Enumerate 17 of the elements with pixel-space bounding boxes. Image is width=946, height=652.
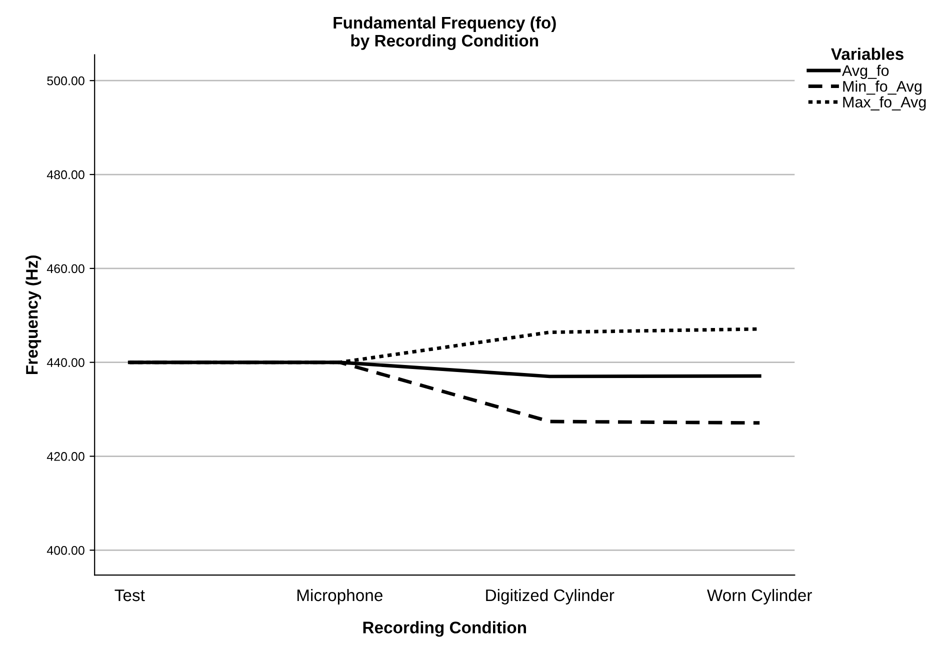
legend-title: Variables [831,48,904,60]
x-tick-label: Digitized Cylinder [486,588,614,604]
y-tick-label: 400.00 [46,546,84,555]
y-axis-title: Frequency (Hz) [26,256,42,374]
legend-label: Avg_fo [842,64,889,80]
x-tick-label: Test [114,590,145,602]
x-tick-label: Microphone [297,588,382,604]
y-tick-label: 480.00 [46,170,84,180]
y-tick-label: 500.00 [47,76,84,86]
legend-label: Max_fo_Avg [843,96,926,111]
y-tick-label: 460.00 [46,264,84,274]
chart-title: Fundamental Frequency (fo) by Recording Condition [334,16,556,50]
x-tick-label: Worn Cylinder [707,588,812,604]
x-axis-title: Recording Condition [363,621,526,637]
y-tick-label: 420.00 [46,452,84,461]
legend-label: Min_fo_Avg [843,80,922,95]
y-tick-label: 440.00 [46,358,84,367]
